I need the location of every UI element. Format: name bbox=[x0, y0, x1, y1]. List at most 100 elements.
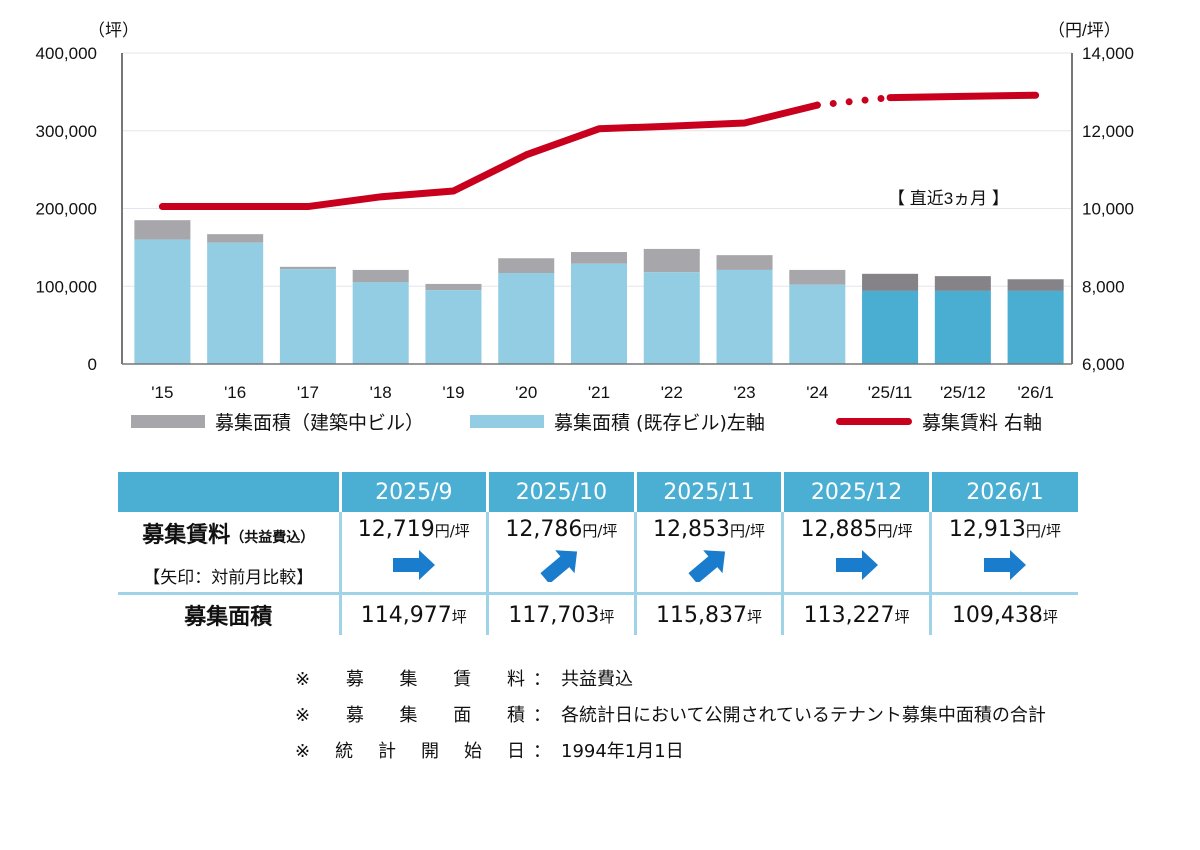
note-item: ※ 募 集 賃 料 ： 共益費込 bbox=[295, 662, 1046, 698]
x-tick-label: '20 bbox=[515, 383, 537, 400]
rent-cell: 12,913円/坪 bbox=[928, 512, 1078, 594]
bar-existing bbox=[425, 290, 482, 364]
legend-rent: 募集賃料 右軸 bbox=[836, 408, 1042, 435]
note-key-char: 募 bbox=[345, 705, 364, 726]
area-unit: 坪 bbox=[599, 607, 615, 626]
bar-existing bbox=[207, 242, 264, 364]
rent-value: 12,885 bbox=[800, 517, 878, 542]
bar-existing bbox=[716, 269, 773, 364]
legend-swatch-existing bbox=[470, 415, 544, 428]
area-value: 114,977 bbox=[360, 602, 452, 628]
note-value: 1994年1月1日 bbox=[561, 741, 684, 762]
rent-unit: 円/坪 bbox=[729, 522, 765, 540]
note-key-char: 料 bbox=[506, 669, 525, 690]
note-key-char: 集 bbox=[399, 705, 418, 726]
bar-construction bbox=[643, 248, 700, 273]
bar-construction bbox=[425, 283, 482, 291]
legend-label-rent: 募集賃料 右軸 bbox=[922, 412, 1043, 434]
legend-swatch-construction bbox=[131, 415, 205, 428]
x-tick-label: '16 bbox=[224, 383, 246, 400]
note-key-char: 募 bbox=[345, 669, 364, 690]
x-tick-label: '21 bbox=[588, 383, 610, 400]
area-cell: 115,837坪 bbox=[633, 592, 783, 635]
bar-construction bbox=[1007, 279, 1064, 291]
note-key-char: 統 bbox=[335, 741, 354, 762]
right-tick-label: 14,000 bbox=[1082, 44, 1134, 63]
note-key: ※ 募 集 賃 料 bbox=[295, 662, 533, 698]
bar-construction bbox=[279, 266, 336, 270]
rent-cell: 12,853円/坪 bbox=[633, 512, 783, 594]
column-header: 2025/9 bbox=[338, 472, 488, 512]
bar-existing bbox=[862, 290, 919, 364]
rent-cell: 12,719円/坪 bbox=[338, 512, 488, 594]
x-tick-label: '19 bbox=[442, 383, 464, 400]
area-cell: 113,227坪 bbox=[781, 592, 931, 635]
area-unit: 坪 bbox=[1042, 607, 1058, 626]
rent-value: 12,913 bbox=[948, 517, 1026, 542]
rent-unit: 円/坪 bbox=[582, 522, 618, 540]
rent-area-chart: 0 6,000 100,000 8,000 200,000 10,000 300,000 12… bbox=[36, 21, 1134, 400]
rent-label: 募集賃料 bbox=[142, 523, 231, 548]
note-item: ※ 統 計 開 始 日 ： 1994年1月1日 bbox=[295, 734, 1046, 770]
legend-label-existing: 募集面積 (既存ビル)左軸 bbox=[554, 412, 765, 434]
bar-existing bbox=[352, 282, 409, 364]
legend-construction: 募集面積（建築中ビル） bbox=[131, 408, 424, 435]
rent-unit: 円/坪 bbox=[877, 522, 913, 540]
area-unit: 坪 bbox=[894, 607, 910, 626]
note-key-char: 計 bbox=[378, 741, 397, 762]
bar-construction bbox=[352, 269, 409, 283]
area-value: 117,703 bbox=[508, 602, 600, 628]
right-tick-label: 8,000 bbox=[1082, 277, 1125, 296]
rent-value: 12,786 bbox=[505, 517, 583, 542]
x-tick-label: '18 bbox=[370, 383, 392, 400]
x-tick-label: '22 bbox=[661, 383, 683, 400]
bar-construction bbox=[789, 269, 846, 285]
area-unit: 坪 bbox=[746, 607, 762, 626]
note-key-char: 賃 bbox=[453, 669, 472, 690]
note-key: ※ 統 計 開 始 日 bbox=[295, 734, 533, 770]
rent-unit: 円/坪 bbox=[1025, 522, 1061, 540]
bar-existing bbox=[570, 263, 628, 364]
bar-construction bbox=[716, 255, 773, 270]
bar-existing bbox=[279, 269, 336, 364]
area-unit: 坪 bbox=[451, 607, 467, 626]
legend-label-construction: 募集面積（建築中ビル） bbox=[215, 412, 425, 434]
x-tick-label: '26/1 bbox=[1017, 383, 1053, 400]
notes: ※ 募集賃料：共益費込 ※ 募集面積：各統計日において公開されているテナント募集中面積… bbox=[295, 662, 1046, 770]
note-key: ※ 募 集 面 積 bbox=[295, 698, 533, 734]
x-tick-label: '25/11 bbox=[868, 383, 913, 400]
rent-value: 12,853 bbox=[652, 517, 730, 542]
legend-existing: 募集面積 (既存ビル)左軸 bbox=[470, 408, 765, 435]
bar-existing bbox=[934, 290, 991, 364]
area-value: 115,837 bbox=[655, 602, 747, 628]
note-key-char: 面 bbox=[453, 705, 472, 726]
area-cell: 114,977坪 bbox=[338, 592, 488, 635]
area-cell: 109,438坪 bbox=[928, 592, 1078, 635]
bar-existing bbox=[498, 273, 555, 364]
note-key-char: ※ bbox=[295, 669, 311, 690]
left-tick-label: 200,000 bbox=[36, 200, 97, 219]
left-tick-label: 400,000 bbox=[36, 44, 97, 63]
rent-unit: 円/坪 bbox=[434, 522, 470, 540]
note-item: ※ 募 集 面 積 ： 各統計日において公開されているテナント募集中面積の合計 bbox=[295, 698, 1046, 734]
rent-cell: 12,885円/坪 bbox=[781, 512, 931, 594]
x-tick-label: '25/12 bbox=[940, 383, 986, 400]
note-colon: ： bbox=[533, 705, 551, 726]
area-value: 109,438 bbox=[951, 602, 1043, 628]
note-key-char: ※ bbox=[295, 741, 311, 762]
left-tick-label: 0 bbox=[88, 355, 97, 374]
rent-cell: 12,786円/坪 bbox=[486, 512, 636, 594]
arrow-right-icon bbox=[835, 550, 878, 580]
bar-construction bbox=[498, 258, 555, 274]
left-tick-label: 100,000 bbox=[36, 277, 97, 296]
right-tick-label: 10,000 bbox=[1082, 200, 1134, 219]
note-key-char: 日 bbox=[506, 741, 525, 762]
x-tick-label: '17 bbox=[297, 383, 319, 400]
bar-existing bbox=[789, 284, 846, 364]
rent-line-dotted bbox=[813, 94, 894, 109]
bar-existing bbox=[1007, 290, 1064, 364]
area-cell: 117,703坪 bbox=[486, 592, 636, 635]
column-header: 2025/11 bbox=[633, 472, 783, 512]
column-header: 2025/10 bbox=[486, 472, 636, 512]
note-key-char: 積 bbox=[506, 705, 525, 726]
